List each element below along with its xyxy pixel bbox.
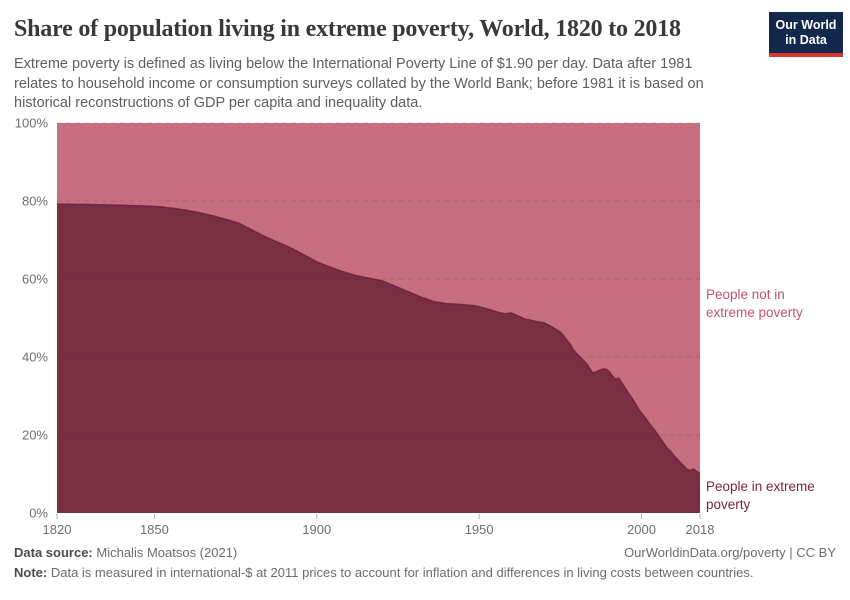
credit-link[interactable]: OurWorldinData.org/poverty | CC BY [624,545,836,560]
note: Note: Data is measured in international-… [14,565,836,580]
x-axis-tick-label: 2018 [686,522,715,537]
y-axis-tick-label: 100% [15,116,49,131]
page-title: Share of population living in extreme po… [14,16,681,42]
series-label-line: poverty [706,497,751,512]
series-label-line: People not in [706,287,785,302]
series-label-extreme-poverty: People in extreme poverty [706,478,815,514]
x-axis-tick-label: 2000 [627,522,656,537]
extreme-poverty-boundary-line [56,203,701,475]
note-label: Note: [14,565,48,580]
y-axis-tick-label: 40% [22,350,48,365]
x-axis-tick-label: 1950 [465,522,494,537]
data-source-label: Data source: [14,545,93,560]
series-label-line: extreme poverty [706,305,803,320]
y-axis-tick-label: 60% [22,272,48,287]
owid-logo-line2: in Data [785,32,827,47]
y-axis-tick-label: 20% [22,428,48,443]
y-axis-tick-label: 0% [29,506,48,521]
owid-logo-line1: Our World [775,17,837,32]
owid-logo: Our World in Data [769,12,843,57]
chart-subtitle: Extreme poverty is defined as living bel… [14,55,704,114]
y-axis-tick-label: 80% [22,194,48,209]
x-axis-tick-label: 1820 [43,522,72,537]
x-axis-tick-label: 1850 [140,522,169,537]
chart-footer: Data source: Michalis Moatsos (2021) Our… [14,545,836,580]
x-axis-tick-label: 1900 [302,522,331,537]
subtitle-line: Extreme poverty is defined as living bel… [14,56,693,72]
series-label-line: People in extreme [706,479,815,494]
data-source: Data source: Michalis Moatsos (2021) [14,545,237,560]
note-value: Data is measured in international-$ at 2… [50,565,754,580]
series-label-not-extreme-poverty: People not in extreme poverty [706,286,803,322]
area-extreme-poverty [57,204,700,513]
subtitle-line: relates to household income or consumpti… [14,75,704,92]
subtitle-line: historical reconstructions of GDP per ca… [14,95,423,111]
data-source-value: Michalis Moatsos (2021) [96,545,238,560]
